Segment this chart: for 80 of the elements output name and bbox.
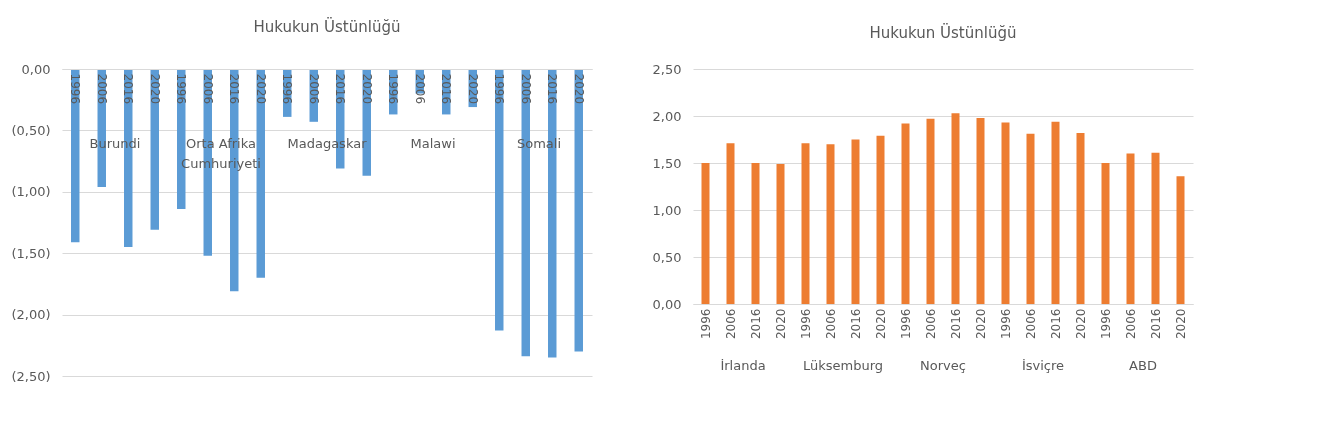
bar bbox=[901, 123, 910, 304]
chart-title: Hukukun Üstünlüğü bbox=[253, 17, 401, 36]
y-tick-label: 0,50 bbox=[652, 249, 682, 265]
x-tick-label: 2016 bbox=[121, 73, 136, 105]
bar bbox=[1151, 152, 1160, 304]
bar bbox=[726, 143, 735, 304]
x-tick-label: 2020 bbox=[773, 308, 788, 340]
x-tick-label: 1996 bbox=[174, 73, 189, 105]
y-tick-label: 2,50 bbox=[652, 61, 682, 77]
x-tick-label: 2006 bbox=[412, 73, 427, 105]
x-tick-label: 2016 bbox=[227, 73, 242, 105]
x-tick-label: 2020 bbox=[873, 308, 888, 340]
x-tick-label: 2006 bbox=[518, 73, 533, 105]
x-tick-label: 2016 bbox=[1048, 308, 1063, 340]
text: Lüksemburg bbox=[802, 358, 884, 373]
bar bbox=[851, 139, 860, 304]
bar bbox=[1176, 176, 1185, 304]
x-tick-label: 1996 bbox=[492, 73, 507, 105]
x-tick-label: 2006 bbox=[1123, 308, 1138, 340]
y-tick-label: (0,50) bbox=[11, 122, 51, 138]
x-tick-label: 1996 bbox=[898, 308, 913, 340]
bar bbox=[1126, 153, 1135, 304]
text: İrlanda bbox=[720, 358, 766, 373]
x-tick-label: 2020 bbox=[571, 73, 586, 105]
bar bbox=[976, 117, 985, 304]
bar bbox=[801, 143, 810, 304]
bar bbox=[876, 135, 885, 304]
y-tick-label: (2,50) bbox=[11, 368, 51, 384]
x-tick-label: 1996 bbox=[280, 73, 295, 105]
y-tick-label: 1,50 bbox=[652, 155, 682, 171]
annotation: Malawi bbox=[410, 136, 456, 151]
x-tick-label: 2016 bbox=[748, 308, 763, 340]
bar bbox=[1076, 132, 1085, 304]
y-tick-label: 2,00 bbox=[652, 108, 682, 124]
x-tick-label: 2016 bbox=[439, 73, 454, 105]
y-tick-label: 0,00 bbox=[652, 296, 682, 312]
x-tick-label: 2020 bbox=[465, 73, 480, 105]
x-tick-label: 2006 bbox=[1023, 308, 1038, 340]
x-tick-label: 2016 bbox=[1148, 308, 1163, 340]
bar bbox=[1026, 133, 1035, 304]
x-tick-label: 2006 bbox=[823, 308, 838, 340]
bar bbox=[701, 163, 710, 304]
x-tick-label: 2020 bbox=[1073, 308, 1088, 340]
x-tick-label: 2020 bbox=[147, 73, 162, 105]
y-tick-label: (1,50) bbox=[11, 245, 51, 261]
bar bbox=[1101, 163, 1110, 304]
x-tick-label: 1996 bbox=[698, 308, 713, 340]
y-tick-label: 1,00 bbox=[652, 202, 682, 218]
x-tick-label: 2020 bbox=[253, 73, 268, 105]
bar bbox=[826, 144, 835, 304]
x-tick-label: 1996 bbox=[1098, 308, 1113, 340]
y-tick-label: (1,00) bbox=[11, 184, 51, 200]
text: İsviçre bbox=[1021, 358, 1065, 373]
x-tick-label: 2006 bbox=[200, 73, 215, 105]
bar bbox=[926, 118, 935, 304]
x-tick-label: 2020 bbox=[1173, 308, 1188, 340]
x-tick-label: 1996 bbox=[386, 73, 401, 105]
bar bbox=[1001, 122, 1010, 304]
bar bbox=[776, 163, 785, 304]
x-tick-label: 2020 bbox=[973, 308, 988, 340]
y-tick-label: (2,00) bbox=[11, 307, 51, 323]
y-tick-label: 0,00 bbox=[21, 61, 51, 77]
bar bbox=[751, 163, 760, 304]
x-tick-label: 2020 bbox=[359, 73, 374, 105]
x-tick-label: 2016 bbox=[848, 308, 863, 340]
x-tick-label: 2016 bbox=[948, 308, 963, 340]
x-tick-label: 1996 bbox=[798, 308, 813, 340]
bar bbox=[951, 113, 960, 304]
text: Norveç bbox=[920, 358, 966, 373]
x-tick-label: 2006 bbox=[923, 308, 938, 340]
x-tick-label: 2006 bbox=[723, 308, 738, 340]
x-tick-label: 2016 bbox=[333, 73, 348, 105]
x-tick-label: 2016 bbox=[545, 73, 560, 105]
x-tick-label: 1996 bbox=[998, 308, 1013, 340]
x-tick-label: 2006 bbox=[306, 73, 321, 105]
x-tick-label: 1996 bbox=[68, 73, 83, 105]
text: ABD bbox=[1129, 358, 1157, 373]
chart-title: Hukukun Üstünlüğü bbox=[869, 23, 1017, 42]
bar bbox=[1051, 121, 1060, 304]
x-tick-label: 2006 bbox=[94, 73, 109, 105]
